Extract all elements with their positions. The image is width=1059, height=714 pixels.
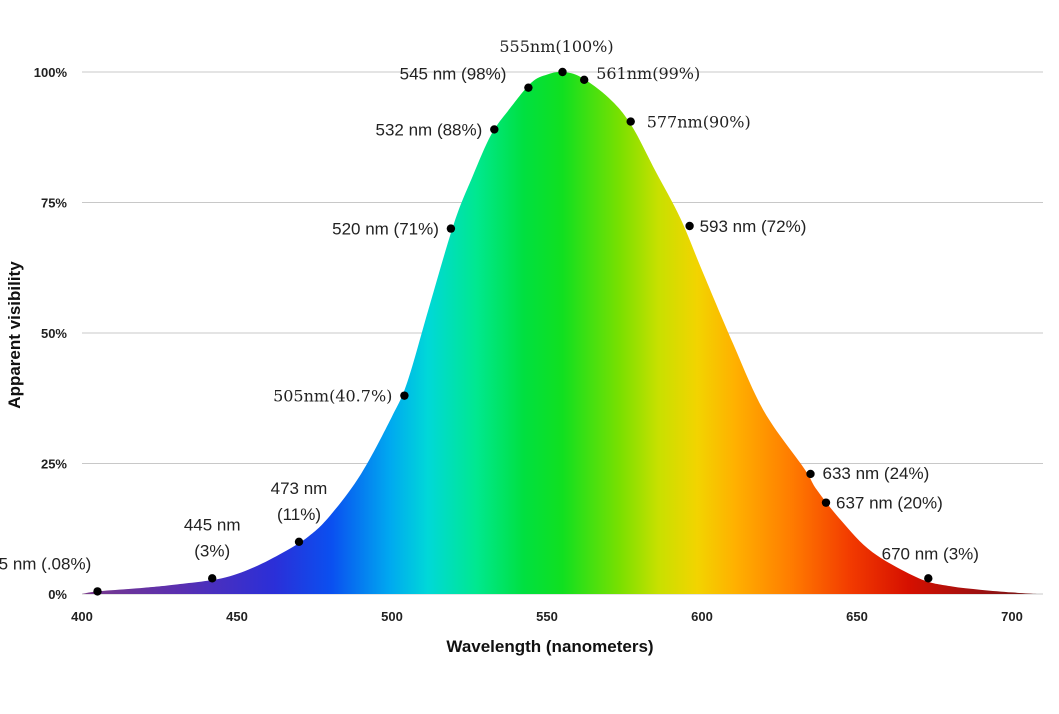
data-label-5: 532 nm (88%) bbox=[376, 120, 483, 139]
x-tick-label: 550 bbox=[536, 609, 558, 624]
x-tick-label: 600 bbox=[691, 609, 713, 624]
data-point-6 bbox=[524, 83, 533, 92]
spectrum-area bbox=[82, 71, 1037, 594]
data-point-10 bbox=[685, 221, 694, 231]
data-label-13: 670 nm (3%) bbox=[882, 544, 979, 563]
x-tick-label: 650 bbox=[846, 609, 868, 624]
x-tick-label: 500 bbox=[381, 609, 403, 624]
data-point-7 bbox=[558, 67, 567, 77]
y-tick-label: 25% bbox=[41, 457, 67, 472]
data-label-7: 555nm(100%) bbox=[499, 37, 613, 56]
data-label-0: 405 nm (.08%) bbox=[0, 554, 91, 573]
y-tick-label: 100% bbox=[34, 65, 68, 80]
data-label-11: 633 nm (24%) bbox=[823, 464, 930, 483]
y-tick-label: 75% bbox=[41, 196, 67, 211]
data-label-12: 637 nm (20%) bbox=[836, 494, 943, 513]
data-point-12 bbox=[821, 498, 831, 507]
data-point-0 bbox=[93, 587, 102, 596]
data-point-3 bbox=[400, 391, 409, 400]
x-tick-label: 400 bbox=[71, 609, 93, 624]
data-label-10: 593 nm (72%) bbox=[700, 217, 807, 236]
data-point-11 bbox=[806, 469, 815, 479]
x-tick-label: 700 bbox=[1001, 609, 1023, 624]
x-tick-label: 450 bbox=[226, 609, 248, 624]
data-label-3: 505nm(40.7%) bbox=[273, 387, 392, 406]
data-point-8 bbox=[580, 75, 589, 85]
data-label-2: 473 nm (11%) bbox=[271, 479, 328, 524]
data-points bbox=[93, 67, 933, 596]
data-point-2 bbox=[294, 537, 304, 546]
data-label-line: (3%) bbox=[194, 541, 230, 560]
data-label-1: 445 nm (3%) bbox=[184, 515, 241, 560]
data-label-4: 520 nm (71%) bbox=[332, 220, 439, 239]
data-point-4 bbox=[446, 224, 456, 233]
data-point-9 bbox=[626, 117, 635, 126]
y-axis-title: Apparent visibility bbox=[5, 261, 24, 409]
x-axis-title: Wavelength (nanometers) bbox=[446, 637, 653, 656]
data-label-line: (11%) bbox=[277, 505, 321, 524]
data-label-8: 561nm(99%) bbox=[596, 64, 700, 83]
data-point-1 bbox=[208, 574, 217, 583]
y-tick-label: 0% bbox=[48, 587, 67, 602]
spectrum-area-fill bbox=[82, 71, 1037, 594]
data-label-line: 473 nm bbox=[271, 479, 328, 498]
data-labels: 405 nm (.08%) 445 nm (3%) 473 nm (11%) 505nm(… bbox=[0, 37, 979, 573]
y-tick-label: 50% bbox=[41, 326, 67, 341]
axis-ticks: 0% 25% 50% 75% 100% 400 450 500 550 600 650 700 bbox=[34, 65, 1023, 624]
data-label-9: 577nm(90%) bbox=[647, 113, 751, 132]
data-point-5 bbox=[490, 125, 499, 134]
data-point-13 bbox=[924, 574, 933, 583]
data-label-6: 545 nm (98%) bbox=[400, 65, 507, 84]
data-label-line: 445 nm bbox=[184, 515, 241, 534]
